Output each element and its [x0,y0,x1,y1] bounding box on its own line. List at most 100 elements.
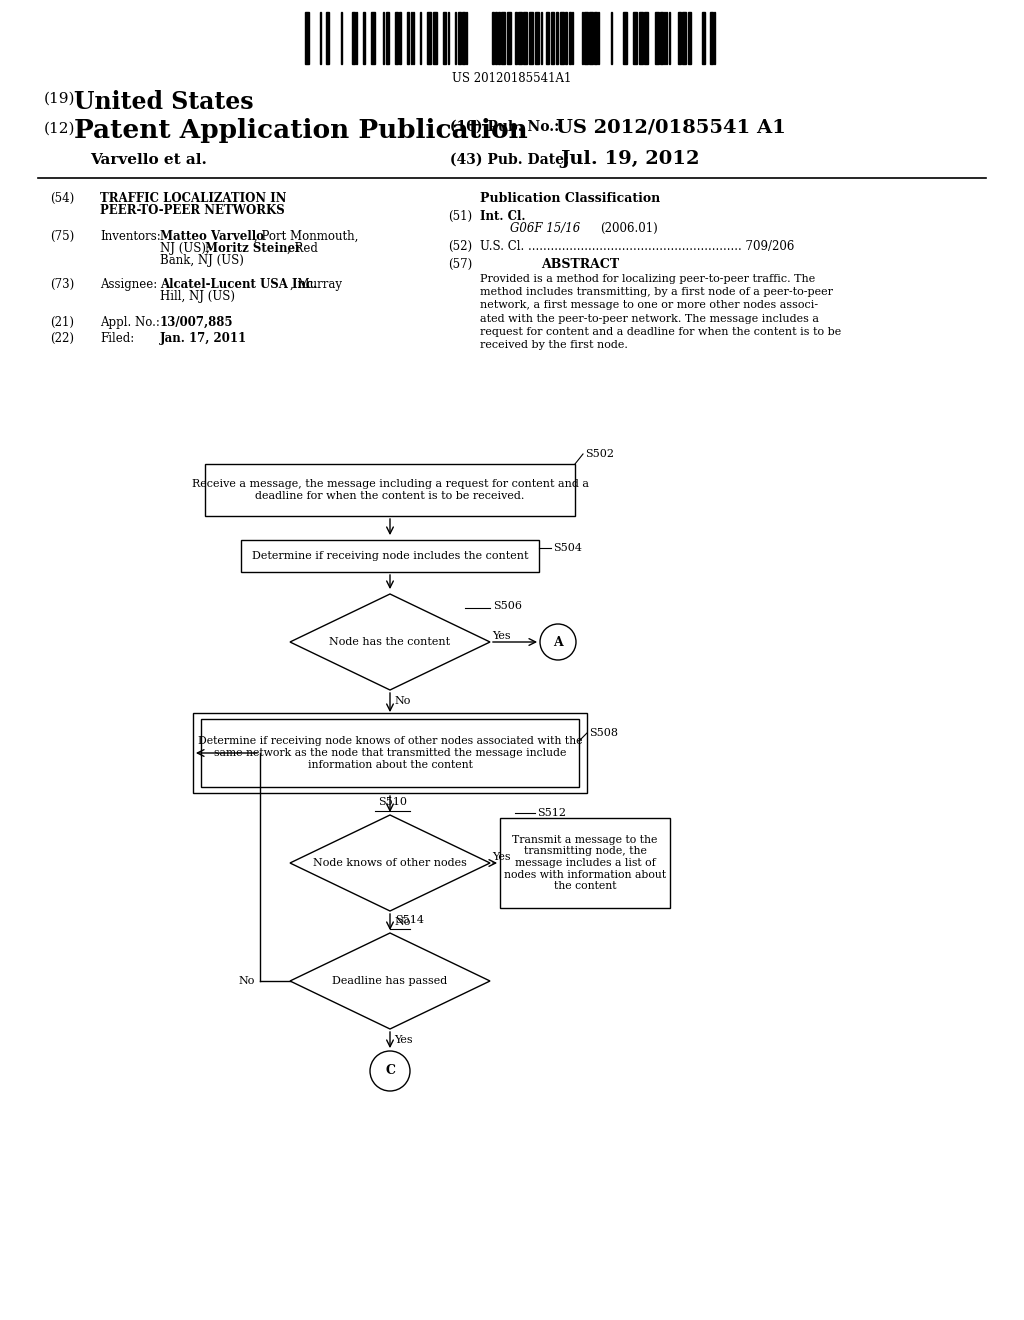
Bar [660,12,663,63]
Bar [702,12,705,63]
Text: Receive a message, the message including a request for content and a
deadline fo: Receive a message, the message including… [191,479,589,500]
Text: (54): (54) [50,191,75,205]
Bar [492,12,494,63]
Bar [443,12,446,63]
Text: No: No [238,975,254,986]
Bar [523,12,527,63]
Bar [639,12,643,63]
Text: US 2012/0185541 A1: US 2012/0185541 A1 [556,117,785,136]
Text: S514: S514 [395,915,424,925]
Text: (22): (22) [50,333,74,345]
Bar [501,12,505,63]
Bar [498,12,500,63]
Text: Assignee:: Assignee: [100,279,158,290]
Text: (2006.01): (2006.01) [600,222,657,235]
Polygon shape [290,933,490,1030]
FancyBboxPatch shape [193,713,587,793]
Bar [407,12,409,63]
Text: S512: S512 [537,808,566,818]
Text: S508: S508 [589,729,618,738]
Bar [326,12,329,63]
Text: Yes: Yes [492,631,511,642]
Bar [362,12,365,63]
Text: (73): (73) [50,279,75,290]
Bar [594,12,597,63]
Bar [535,12,539,63]
Bar [371,12,375,63]
Bar [584,12,588,63]
Text: (51): (51) [449,210,472,223]
Bar [399,12,401,63]
Bar [682,12,686,63]
Text: (75): (75) [50,230,75,243]
Bar [678,12,681,63]
Text: (52): (52) [449,240,472,253]
Bar [386,12,389,63]
Text: (21): (21) [50,315,74,329]
Text: Varvello et al.: Varvello et al. [90,153,207,168]
Text: United States: United States [74,90,254,114]
Bar [655,12,659,63]
Text: Yes: Yes [492,851,511,862]
Bar [518,12,522,63]
Text: C: C [385,1064,395,1077]
FancyBboxPatch shape [205,465,575,516]
Circle shape [370,1051,410,1092]
Bar [515,12,517,63]
Polygon shape [290,594,490,690]
Text: (43) Pub. Date:: (43) Pub. Date: [450,153,569,168]
Text: U.S. Cl. ......................................................... 709/206: U.S. Cl. ...............................… [480,240,795,253]
Bar [688,12,691,63]
Text: Hill, NJ (US): Hill, NJ (US) [160,290,234,304]
Text: , Port Monmouth,: , Port Monmouth, [254,230,358,243]
Bar [529,12,534,63]
Text: G06F 15/16: G06F 15/16 [510,222,581,235]
Text: No: No [394,696,411,706]
Text: Node knows of other nodes: Node knows of other nodes [313,858,467,869]
Bar [551,12,554,63]
Polygon shape [290,814,490,911]
FancyBboxPatch shape [500,818,670,908]
Bar [556,12,558,63]
Bar [433,12,437,63]
Circle shape [540,624,575,660]
Bar [352,12,355,63]
Text: S502: S502 [585,449,614,459]
Text: Publication Classification: Publication Classification [480,191,660,205]
Text: S506: S506 [493,601,522,611]
Bar [495,12,497,63]
Text: Determine if receiving node knows of other nodes associated with the
same networ: Determine if receiving node knows of oth… [198,737,583,770]
Text: Appl. No.:: Appl. No.: [100,315,160,329]
Text: NJ (US);: NJ (US); [160,242,214,255]
Text: (57): (57) [449,257,472,271]
Text: Moritz Steiner: Moritz Steiner [205,242,301,255]
Bar [427,12,431,63]
Text: (12): (12) [44,121,76,136]
Text: Provided is a method for localizing peer-to-peer traffic. The
method includes tr: Provided is a method for localizing peer… [480,275,842,350]
Text: TRAFFIC LOCALIZATION IN: TRAFFIC LOCALIZATION IN [100,191,287,205]
Text: Transmit a message to the
transmitting node, the
message includes a list of
node: Transmit a message to the transmitting n… [504,834,666,891]
Text: Inventors:: Inventors: [100,230,161,243]
Bar [462,12,465,63]
Text: Matteo Varvello: Matteo Varvello [160,230,264,243]
Bar [565,12,567,63]
Bar [305,12,309,63]
Text: (10) Pub. No.:: (10) Pub. No.: [450,120,559,135]
FancyBboxPatch shape [201,719,579,787]
Bar [633,12,637,63]
Text: PEER-TO-PEER NETWORKS: PEER-TO-PEER NETWORKS [100,205,285,216]
Text: , Murray: , Murray [290,279,342,290]
Bar [458,12,461,63]
Text: Deadline has passed: Deadline has passed [333,975,447,986]
Text: Node has the content: Node has the content [330,638,451,647]
Text: 13/007,885: 13/007,885 [160,315,233,329]
Text: Int. Cl.: Int. Cl. [480,210,525,223]
Bar [623,12,627,63]
Text: A: A [553,635,563,648]
Bar [710,12,713,63]
Text: , Red: , Red [287,242,317,255]
Bar [644,12,648,63]
Text: Determine if receiving node includes the content: Determine if receiving node includes the… [252,550,528,561]
Text: Filed:: Filed: [100,333,134,345]
Text: S504: S504 [553,543,582,553]
